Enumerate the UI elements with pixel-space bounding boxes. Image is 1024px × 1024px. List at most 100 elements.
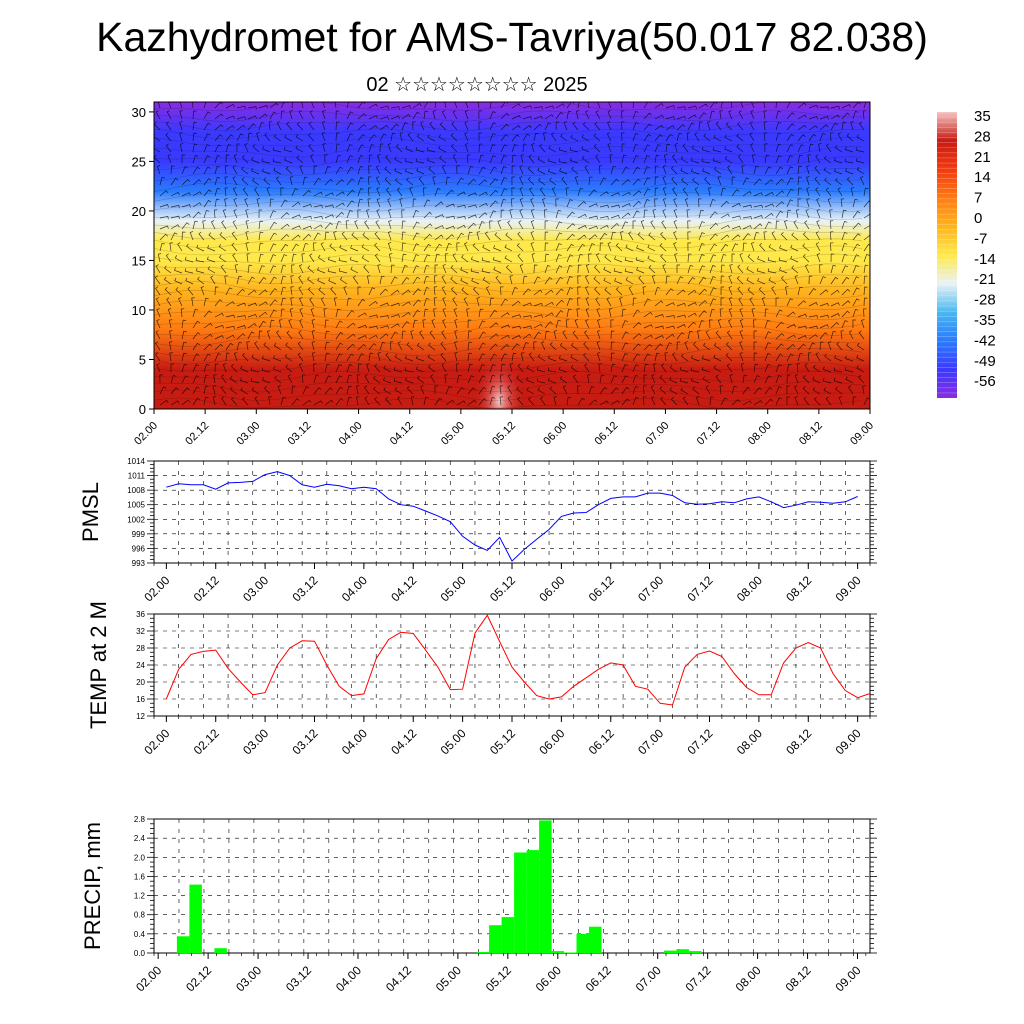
precip-bar [214, 948, 227, 953]
x-tick-label: 05.00 [438, 573, 469, 604]
x-tick-label: 07.00 [644, 420, 672, 448]
x-tick-label: 02.00 [133, 963, 164, 994]
contour-line [154, 172, 863, 184]
x-tick-label: 08.00 [746, 420, 774, 448]
x-tick-label: 08.12 [797, 420, 825, 448]
colorbar-label: 21 [974, 149, 991, 166]
x-tick-label: 06.00 [536, 726, 567, 757]
contour-line [154, 208, 863, 221]
pmsl-panel: 993 996 999 1002 1005 1008 1011 1014 02.00 02.12 0… [78, 457, 877, 604]
x-tick-label: 06.12 [586, 726, 617, 757]
contour-line [154, 244, 863, 257]
colorbar-label: -49 [974, 353, 996, 370]
contour-line [154, 345, 863, 357]
precip-bar [551, 951, 564, 953]
x-tick-label: 02.12 [183, 420, 211, 448]
y-tick-label: 30 [132, 105, 146, 120]
contour-line [154, 181, 863, 194]
contour-line [154, 370, 863, 383]
x-tick-label: 04.12 [388, 420, 416, 448]
precip-bar [676, 949, 689, 953]
precip-bar [663, 950, 677, 953]
plot-frame [153, 613, 871, 717]
colorbar-label: -14 [974, 251, 996, 268]
x-tick-label: 03.12 [283, 963, 314, 994]
y-tick-label: 2.8 [134, 815, 146, 824]
cross-section-panel: 0 5 10 15 20 25 30 02.00 02.12 03.00 03.12 04.00 04.… [132, 101, 876, 448]
x-tick-label: 02.12 [183, 963, 214, 994]
x-tick-label: 06.00 [533, 963, 564, 994]
x-tick-label: 04.00 [339, 573, 370, 604]
contour-line [154, 164, 863, 177]
x-tick-label: 02.00 [141, 573, 172, 604]
x-tick-label: 03.00 [240, 573, 271, 604]
y-tick-label: 999 [132, 530, 146, 539]
y-tick-label: 0.4 [134, 930, 146, 939]
colorbar-label: -42 [974, 332, 996, 349]
y-tick-label: 15 [132, 253, 146, 268]
x-tick-label: 06.12 [586, 573, 617, 604]
y-tick-label: 2.0 [134, 853, 146, 862]
y-tick-label: 20 [132, 204, 146, 219]
x-tick-label: 09.00 [832, 963, 863, 994]
y-axis-label: PRECIP, mm [80, 822, 105, 950]
x-tick-label: 06.12 [592, 420, 620, 448]
contour-line [154, 353, 863, 366]
x-tick-label: 08.12 [783, 726, 814, 757]
colorbar-label: 28 [974, 128, 991, 145]
contour-line [154, 325, 863, 337]
y-tick-label: 0.0 [134, 949, 146, 958]
y-tick-label: 1005 [127, 501, 145, 510]
precip-bar [539, 820, 552, 953]
x-tick-label: 04.12 [388, 573, 419, 604]
precip-bar [176, 936, 190, 954]
colorbar-label: 14 [974, 169, 991, 186]
x-tick-label: 07.12 [695, 420, 723, 448]
warm-core [473, 353, 526, 409]
contour-line [154, 381, 863, 393]
x-tick-label: 09.00 [848, 420, 876, 448]
precip-bar [576, 933, 589, 953]
x-tick-label: 03.12 [289, 726, 320, 757]
x-tick-label: 07.00 [633, 963, 664, 994]
x-tick-label: 06.00 [536, 573, 567, 604]
y-tick-label: 1002 [127, 515, 145, 524]
x-tick-label: 03.12 [286, 420, 314, 448]
y-axis-label: PMSL [78, 482, 103, 542]
pmsl-series-line [166, 471, 858, 562]
x-tick-label: 02.12 [191, 573, 222, 604]
contour-line [154, 192, 863, 204]
colorbar-label: -21 [974, 271, 996, 288]
colorbar-gradient [937, 112, 957, 398]
contour-line [154, 299, 863, 311]
x-tick-label: 04.12 [388, 726, 419, 757]
y-tick-label: 1008 [127, 486, 145, 495]
x-tick-label: 03.00 [234, 420, 262, 448]
colorbar-label: -35 [974, 312, 996, 329]
y-tick-label: 32 [136, 627, 145, 636]
contour-line [154, 263, 863, 276]
x-tick-label: 02.00 [141, 726, 172, 757]
x-tick-label: 04.00 [337, 420, 365, 448]
x-tick-label: 05.00 [433, 963, 464, 994]
colorbar-label: -7 [974, 230, 987, 247]
y-tick-label: 10 [132, 303, 146, 318]
x-tick-label: 07.00 [635, 573, 666, 604]
contour-line [154, 102, 863, 112]
contour-line [154, 281, 863, 293]
contour-line [154, 237, 863, 249]
x-tick-label: 09.00 [833, 573, 864, 604]
contour-line [154, 128, 863, 140]
contour-line [154, 136, 863, 148]
contour-line [154, 145, 863, 158]
colorbar-label: 0 [974, 210, 982, 227]
x-tick-label: 08.00 [733, 963, 764, 994]
x-tick-label: 08.12 [783, 573, 814, 604]
x-tick-label: 02.12 [191, 726, 222, 757]
x-tick-label: 05.00 [438, 726, 469, 757]
colorbar-label: -56 [974, 373, 996, 390]
y-tick-label: 2.4 [134, 834, 146, 843]
y-tick-label: 28 [136, 644, 145, 653]
precip-bar [489, 925, 502, 953]
